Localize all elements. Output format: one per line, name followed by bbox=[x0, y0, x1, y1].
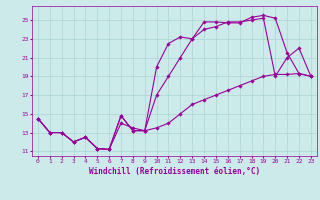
X-axis label: Windchill (Refroidissement éolien,°C): Windchill (Refroidissement éolien,°C) bbox=[89, 167, 260, 176]
